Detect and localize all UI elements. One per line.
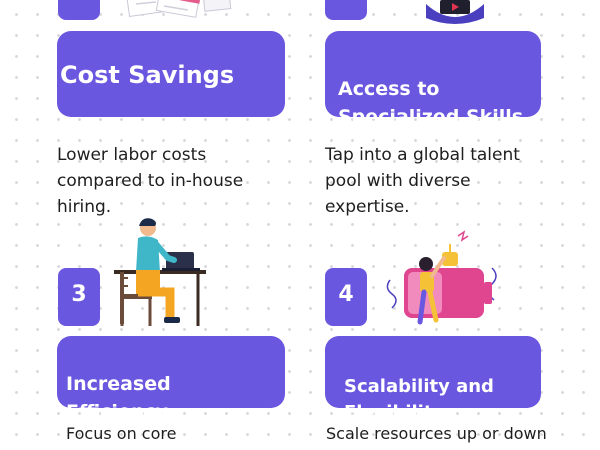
card-4-number: 4 — [338, 282, 354, 307]
card-4-description: Scale resources up or down — [326, 424, 547, 443]
card-2-description: Tap into a global talent pool with diver… — [325, 145, 520, 217]
card-4-number-box: 4 — [325, 268, 367, 326]
card-2-title-box: Access to Specialized Skills — [325, 31, 541, 128]
person-at-desk-illustration — [114, 218, 206, 326]
card-2-title: Access to Specialized Skills — [338, 78, 524, 128]
person-with-laptop-illustration — [426, 0, 484, 24]
card-4-title: Scalability and Flexibility — [344, 376, 494, 423]
card-3-description: Focus on core — [66, 424, 177, 443]
invoice-documents-illustration — [126, 0, 232, 18]
card-1-title-box: Cost Savings — [57, 31, 285, 117]
card-3-title: Increased Efficiency — [66, 373, 171, 423]
person-charging-battery-illustration — [386, 230, 497, 325]
card-3-number-box: 3 — [58, 268, 100, 326]
card-2-number-box — [325, 0, 367, 20]
card-4-title-box: Scalability and Flexibility — [325, 336, 541, 423]
card-1-description: Lower labor costs compared to in-house h… — [57, 145, 244, 217]
card-1-title: Cost Savings — [60, 61, 235, 89]
card-3-title-box: Increased Efficiency — [57, 336, 285, 423]
card-1-number-box — [58, 0, 100, 20]
card-3-number: 3 — [71, 282, 87, 307]
